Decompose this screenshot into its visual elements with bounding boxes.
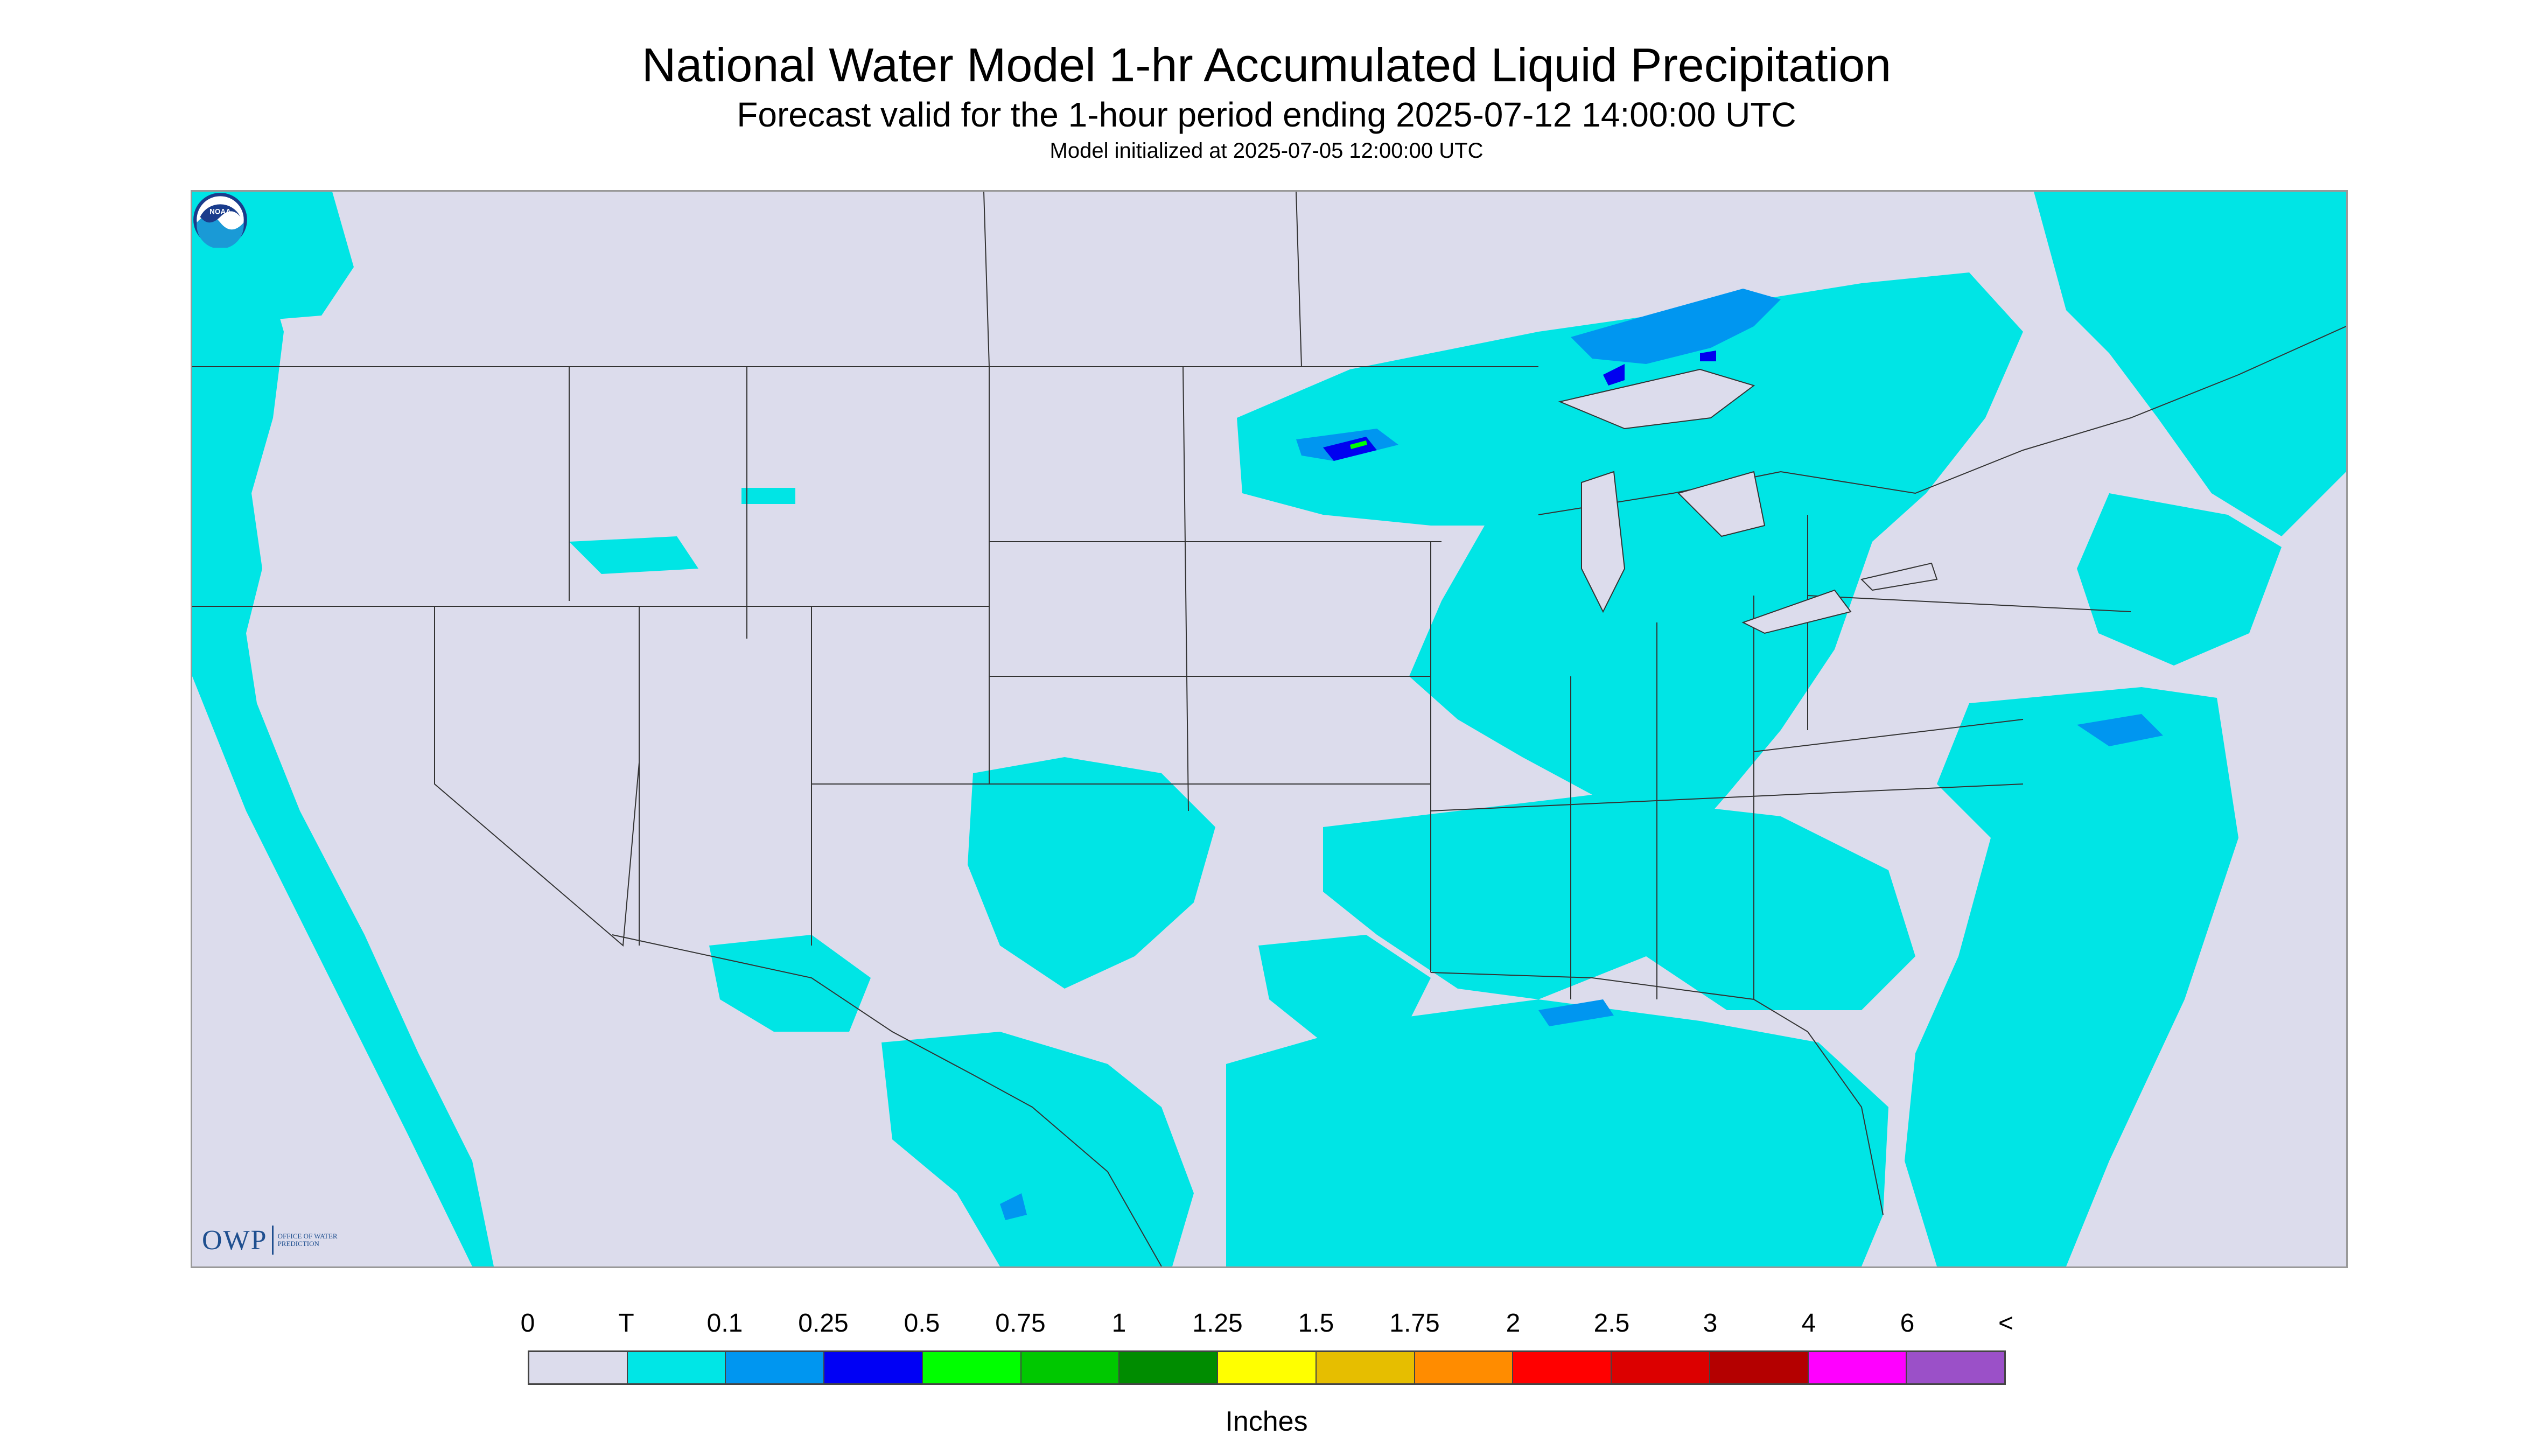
precipitation-map: OWP Office of Water Prediction NOAA [191, 190, 2348, 1268]
legend-label: 0.25 [798, 1309, 849, 1338]
legend-label: 1 [1111, 1309, 1126, 1338]
legend-swatch [726, 1352, 825, 1383]
legend-color-bar [528, 1350, 2006, 1385]
legend-swatch [824, 1352, 923, 1383]
owp-logo-divider [271, 1226, 274, 1255]
legend-swatch [1119, 1352, 1219, 1383]
legend-swatch [1612, 1352, 1710, 1383]
political-boundaries [192, 192, 2346, 1266]
legend-label: 2 [1506, 1309, 1521, 1338]
green-precip-areas [1350, 440, 1367, 449]
legend-swatch [1710, 1352, 1809, 1383]
owp-logo-text: OWP [202, 1224, 268, 1256]
noaa-logo-text: NOAA [209, 208, 231, 216]
legend-swatch [627, 1352, 726, 1383]
legend-swatch [1808, 1352, 1907, 1383]
map-subtitle: Forecast valid for the 1-hour period end… [737, 95, 1796, 134]
noaa-logo-icon: NOAA [193, 193, 247, 248]
legend-swatch [922, 1352, 1021, 1383]
legend-swatch [1316, 1352, 1415, 1383]
legend-swatch [529, 1352, 628, 1383]
trace-precip-areas [192, 192, 2346, 1266]
legend-label: 2.5 [1593, 1309, 1630, 1338]
legend-label: 3 [1703, 1309, 1718, 1338]
map-canvas [192, 192, 2346, 1266]
owp-logo-subtext: Office of Water Prediction [277, 1232, 338, 1248]
legend-label: 0.1 [706, 1309, 743, 1338]
legend-label: 0.5 [904, 1309, 940, 1338]
great-lakes [1558, 368, 1938, 634]
legend-label: 4 [1801, 1309, 1816, 1338]
legend-label: T [618, 1309, 634, 1338]
legend-swatch [1218, 1352, 1317, 1383]
legend-swatch [1513, 1352, 1612, 1383]
map-title: National Water Model 1-hr Accumulated Li… [641, 38, 1892, 92]
legend-label: < [1998, 1309, 2014, 1338]
legend-labels: 0 T 0.1 0.25 0.5 0.75 1 1.25 1.5 1.75 2 2.5 3 4 6 < [0, 1308, 2533, 1341]
legend-swatch [1907, 1352, 2005, 1383]
legend-label: 6 [1900, 1309, 1915, 1338]
legend-units: Inches [1225, 1406, 1308, 1437]
legend-label: 1.5 [1298, 1309, 1334, 1338]
model-init-text: Model initialized at 2025-07-05 12:00:00… [1049, 139, 1484, 163]
owp-logo: OWP Office of Water Prediction [202, 1223, 359, 1257]
legend-label: 0.75 [995, 1309, 1046, 1338]
legend-swatch [1021, 1352, 1120, 1383]
legend-label: 0 [520, 1309, 535, 1338]
legend-label: 1.75 [1389, 1309, 1440, 1338]
legend-label: 1.25 [1192, 1309, 1243, 1338]
legend-swatch [1415, 1352, 1514, 1383]
light-blue-precip-areas [1000, 289, 2163, 1220]
